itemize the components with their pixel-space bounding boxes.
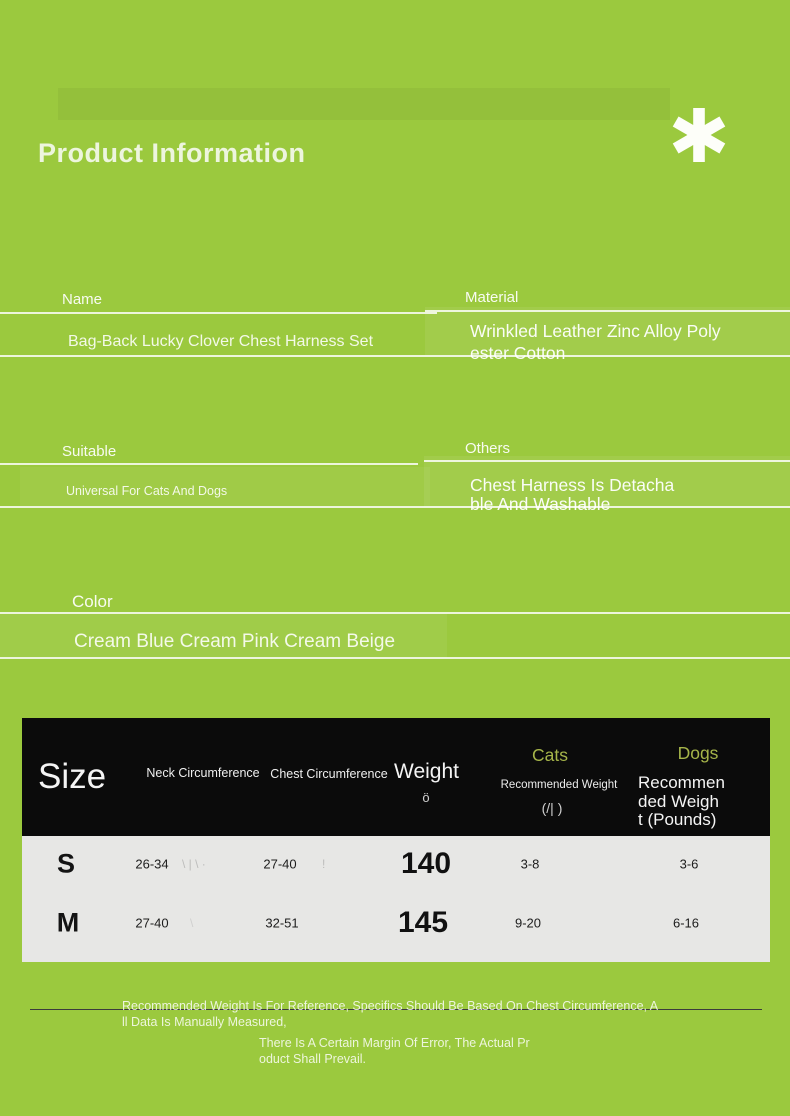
color-label: Color xyxy=(72,592,113,611)
translation-artifact-m-neck: \ xyxy=(190,916,194,930)
material-value: Wrinkled Leather Zinc Alloy Poly ester C… xyxy=(470,321,721,363)
size-table-body: S 26-34 \ | \ · 27-40 ! 140 3-8 3-6 M 27… xyxy=(22,836,770,1010)
size-table: Size Neck Circumference Chest Circumfere… xyxy=(22,718,770,1010)
cell-s-chest: 27-40 xyxy=(263,856,297,872)
color-value-band xyxy=(0,614,447,657)
header-size: Size xyxy=(38,757,107,796)
divider-under-material-label xyxy=(425,310,790,312)
header-weight: Weight xyxy=(394,760,459,783)
cell-s-dogs: 3-6 xyxy=(679,856,699,872)
others-value: Chest Harness Is Detacha ble And Washabl… xyxy=(470,475,675,514)
divider-under-name-value xyxy=(0,355,790,357)
cell-s-weight: 140 xyxy=(400,847,452,880)
asterisk-icon: ✱ xyxy=(668,95,731,178)
cats-unit-icon: (/| ) xyxy=(541,800,563,816)
page-title: Product Information xyxy=(38,138,306,168)
divider-under-suitable-label xyxy=(0,463,418,465)
name-value: Bag-Back Lucky Clover Chest Harness Set xyxy=(68,333,374,350)
cell-s-size: S xyxy=(56,848,76,879)
title-overlay-band xyxy=(58,88,670,120)
size-table-header: Size Neck Circumference Chest Circumfere… xyxy=(22,718,770,836)
divider-under-color-value xyxy=(0,657,790,659)
weight-unit-icon: ö xyxy=(422,790,430,805)
color-value: Cream Blue Cream Pink Cream Beige xyxy=(74,631,396,652)
cell-m-weight: 145 xyxy=(397,906,449,939)
header-cats-group: Cats xyxy=(532,745,568,765)
divider-under-name-label xyxy=(0,312,437,314)
divider-under-suitable-value xyxy=(0,506,790,508)
table-row-s: S 26-34 \ | \ · 27-40 ! 140 3-8 3-6 xyxy=(22,836,770,892)
translation-artifact-s-chest: ! xyxy=(322,857,326,871)
translation-artifact-s-neck: \ | \ · xyxy=(182,857,206,871)
header-chest-circumference: Chest Circumference xyxy=(270,767,388,781)
cell-m-cats: 9-20 xyxy=(514,915,542,931)
suitable-value-band xyxy=(20,467,430,506)
footnote-measurement: Recommended Weight Is For Reference, Spe… xyxy=(122,999,659,1029)
table-row-m: M 27-40 \ 32-51 145 9-20 6-16 xyxy=(22,893,770,953)
cell-m-dogs: 6-16 xyxy=(672,915,700,931)
name-label: Name xyxy=(62,291,103,308)
header-dogs-recommended-weight: Recommen ded Weigh t (Pounds) xyxy=(638,773,725,829)
footnote-margin-of-error: There Is A Certain Margin Of Error, The … xyxy=(259,1036,530,1066)
cell-m-size: M xyxy=(56,907,80,938)
cell-m-chest: 32-51 xyxy=(265,915,299,931)
cell-m-neck: 27-40 xyxy=(135,915,169,931)
cell-s-cats: 3-8 xyxy=(520,856,540,872)
header-neck-circumference: Neck Circumference xyxy=(146,766,260,780)
divider-under-others-label xyxy=(424,460,790,462)
header-cats-recommended-weight: Recommended Weight xyxy=(500,779,618,791)
suitable-value: Universal For Cats And Dogs xyxy=(66,484,228,498)
material-label: Material xyxy=(465,289,519,306)
suitable-label: Suitable xyxy=(62,443,117,460)
divider-under-color-label xyxy=(0,612,790,614)
others-value-band xyxy=(424,456,790,507)
others-label: Others xyxy=(465,440,511,457)
row-separator xyxy=(30,1009,762,1010)
cell-s-neck: 26-34 xyxy=(135,856,169,872)
material-value-band xyxy=(425,307,790,355)
header-dogs-group: Dogs xyxy=(677,743,719,763)
